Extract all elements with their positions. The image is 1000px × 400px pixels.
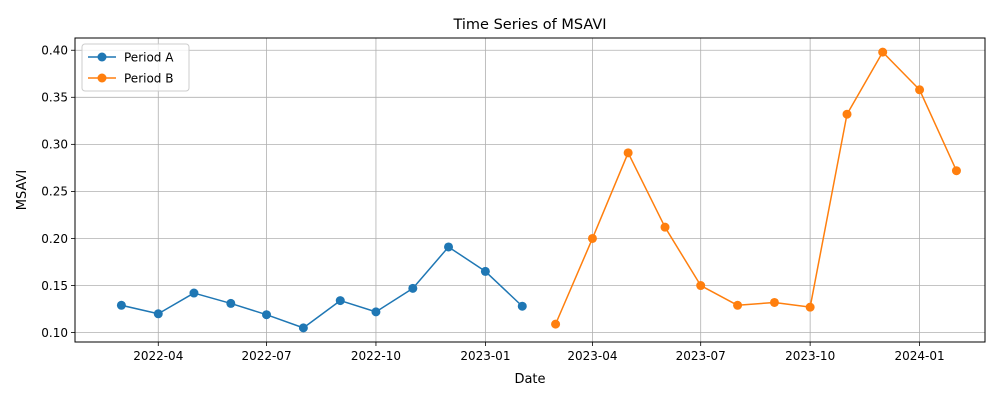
x-tick-label: 2024-01 (895, 349, 945, 363)
data-point-period-b (951, 166, 961, 176)
data-point-period-a (335, 296, 345, 306)
legend-marker-period-b (97, 73, 107, 83)
x-tick-label: 2023-01 (460, 349, 510, 363)
plot-frame (74, 37, 986, 343)
series-line-period-a (121, 246, 523, 329)
data-point-period-a (444, 242, 454, 252)
legend: Period A Period B (81, 43, 190, 92)
y-axis-label: MSAVI (15, 170, 30, 211)
data-point-period-b (623, 148, 633, 158)
chart-title: Time Series of MSAVI (452, 17, 606, 33)
x-axis-label: Date (514, 372, 545, 387)
y-tick-label: 0.15 (41, 279, 68, 293)
x-tick-label: 2023-10 (785, 349, 835, 363)
data-point-period-a (408, 283, 418, 293)
y-axis: 0.10 0.15 0.20 0.25 0.30 0.35 0.40 (41, 44, 75, 340)
legend-label-period-b: Period B (124, 71, 173, 85)
x-tick-label: 2022-04 (133, 349, 183, 363)
data-point-period-b (660, 222, 670, 232)
data-point-period-a (226, 298, 236, 308)
y-tick-label: 0.20 (41, 232, 68, 246)
data-point-period-a (480, 266, 490, 276)
data-point-period-b (842, 109, 852, 119)
data-point-period-a (153, 309, 163, 319)
data-point-period-a (116, 300, 126, 310)
data-point-period-a (262, 310, 272, 320)
y-tick-label: 0.35 (41, 91, 68, 105)
x-tick-label: 2023-07 (676, 349, 726, 363)
x-tick-label: 2022-07 (241, 349, 291, 363)
x-tick-label: 2023-04 (567, 349, 617, 363)
x-axis: 2022-04 2022-07 2022-10 2023-01 2023-04 2023-… (133, 342, 945, 363)
legend-label-period-a: Period A (124, 50, 174, 64)
data-point-period-b (805, 302, 815, 312)
series-period-a (116, 242, 527, 333)
data-point-period-b (551, 319, 561, 329)
x-tick-label: 2022-10 (351, 349, 401, 363)
data-point-period-b (878, 47, 888, 57)
data-point-period-b (587, 233, 597, 243)
data-point-period-b (915, 85, 925, 95)
y-tick-label: 0.30 (41, 138, 68, 152)
legend-box (81, 43, 190, 92)
y-tick-label: 0.10 (41, 326, 68, 340)
series-period-b (551, 47, 961, 329)
y-tick-label: 0.40 (41, 44, 68, 58)
data-point-period-a (189, 288, 199, 298)
data-point-period-b (696, 281, 706, 291)
y-tick-label: 0.25 (41, 185, 68, 199)
data-point-period-a (298, 323, 308, 333)
data-point-period-b (733, 300, 743, 310)
series-layer (116, 47, 961, 333)
data-point-period-a (371, 307, 381, 317)
legend-marker-period-a (97, 52, 107, 62)
series-line-period-b (554, 51, 958, 325)
data-point-period-a (517, 301, 527, 311)
data-point-period-b (769, 297, 779, 307)
